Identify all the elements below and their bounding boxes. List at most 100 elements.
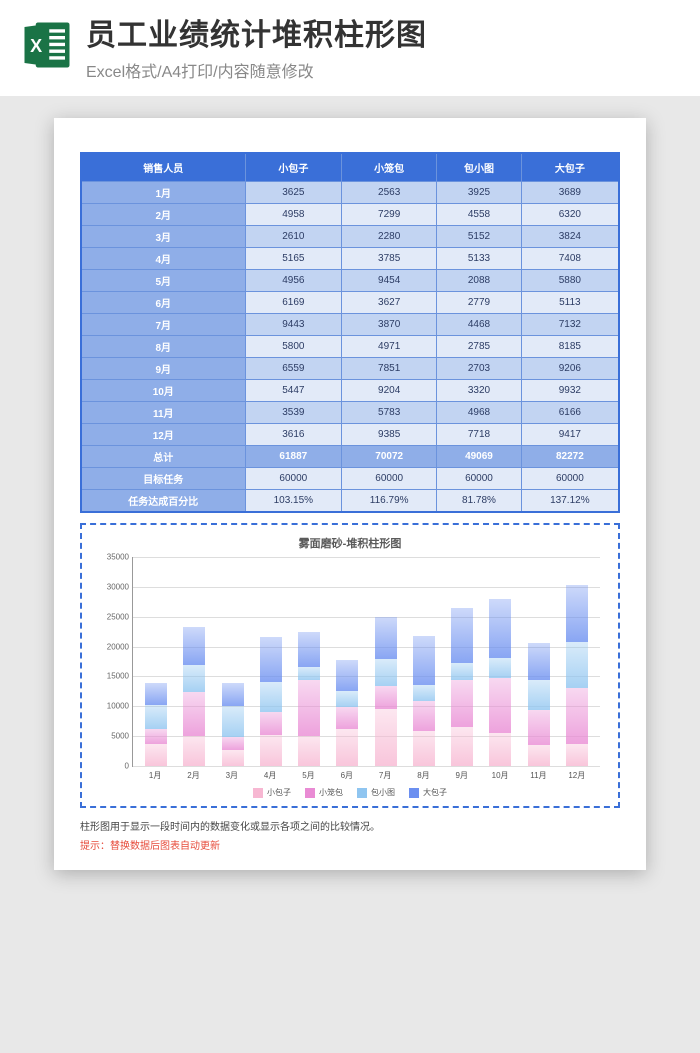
table-cell: 3785 (342, 248, 437, 270)
table-cell: 5165 (245, 248, 342, 270)
chart-ytick: 20000 (99, 642, 129, 651)
table-cell: 9454 (342, 270, 437, 292)
row-label: 任务达成百分比 (81, 490, 245, 513)
chart-bar (566, 585, 588, 766)
table-cell: 7851 (342, 358, 437, 380)
row-label: 11月 (81, 402, 245, 424)
chart-ytick: 0 (99, 762, 129, 771)
table-cell: 82272 (521, 446, 619, 468)
legend-label: 小笼包 (319, 787, 343, 798)
table-cell: 3689 (521, 182, 619, 204)
chart-xtick: 8月 (412, 770, 434, 781)
table-row: 8月5800497127858185 (81, 336, 619, 358)
table-cell: 9932 (521, 380, 619, 402)
chart-xtick: 1月 (144, 770, 166, 781)
chart-xtick: 9月 (451, 770, 473, 781)
chart-xtick: 10月 (489, 770, 511, 781)
table-header: 小笼包 (342, 153, 437, 182)
table-cell: 7299 (342, 204, 437, 226)
table-cell: 9443 (245, 314, 342, 336)
row-label: 1月 (81, 182, 245, 204)
table-cell: 3539 (245, 402, 342, 424)
table-cell: 4968 (437, 402, 522, 424)
chart-bar (375, 617, 397, 766)
table-header: 小包子 (245, 153, 342, 182)
table-cell: 2779 (437, 292, 522, 314)
table-row: 2月4958729945586320 (81, 204, 619, 226)
svg-text:X: X (30, 36, 42, 56)
chart-container: 雾面磨砂-堆积柱形图 05000100001500020000250003000… (80, 523, 620, 808)
row-label: 7月 (81, 314, 245, 336)
row-label: 5月 (81, 270, 245, 292)
chart-legend: 小包子 小笼包 包小图 大包子 (100, 787, 600, 798)
chart-xtick: 12月 (566, 770, 588, 781)
table-cell: 5800 (245, 336, 342, 358)
legend-swatch (409, 788, 419, 798)
chart-xtick: 5月 (297, 770, 319, 781)
table-cell: 4971 (342, 336, 437, 358)
table-row: 总计61887700724906982272 (81, 446, 619, 468)
page-title: 员工业绩统计堆积柱形图 (86, 18, 680, 54)
table-cell: 3627 (342, 292, 437, 314)
chart-ytick: 30000 (99, 582, 129, 591)
legend-label: 小包子 (267, 787, 291, 798)
chart-bar (336, 660, 358, 766)
row-label: 10月 (81, 380, 245, 402)
chart-bar (260, 637, 282, 766)
page-subtitle: Excel格式/A4打印/内容随意修改 (86, 58, 680, 82)
table-row: 7月9443387044687132 (81, 314, 619, 336)
table-row: 9月6559785127039206 (81, 358, 619, 380)
chart-ytick: 5000 (99, 732, 129, 741)
template-header: X 员工业绩统计堆积柱形图 Excel格式/A4打印/内容随意修改 (0, 0, 700, 96)
chart-xtick: 4月 (259, 770, 281, 781)
chart-ytick: 25000 (99, 612, 129, 621)
legend-item: 大包子 (409, 787, 447, 798)
table-cell: 60000 (342, 468, 437, 490)
row-label: 4月 (81, 248, 245, 270)
row-label: 12月 (81, 424, 245, 446)
chart-plot: 05000100001500020000250003000035000 (132, 557, 600, 767)
table-cell: 103.15% (245, 490, 342, 513)
legend-item: 小笼包 (305, 787, 343, 798)
table-row: 11月3539578349686166 (81, 402, 619, 424)
table-cell: 61887 (245, 446, 342, 468)
table-cell: 6169 (245, 292, 342, 314)
table-cell: 60000 (437, 468, 522, 490)
table-cell: 5880 (521, 270, 619, 292)
row-label: 2月 (81, 204, 245, 226)
table-cell: 3625 (245, 182, 342, 204)
chart-xaxis: 1月2月3月4月5月6月7月8月9月10月11月12月 (132, 767, 600, 781)
table-cell: 5447 (245, 380, 342, 402)
table-row: 3月2610228051523824 (81, 226, 619, 248)
table-cell: 4468 (437, 314, 522, 336)
table-cell: 9417 (521, 424, 619, 446)
table-cell: 5152 (437, 226, 522, 248)
legend-swatch (253, 788, 263, 798)
chart-ytick: 15000 (99, 672, 129, 681)
table-cell: 6166 (521, 402, 619, 424)
row-label: 目标任务 (81, 468, 245, 490)
table-row: 目标任务60000600006000060000 (81, 468, 619, 490)
table-header: 大包子 (521, 153, 619, 182)
table-cell: 4558 (437, 204, 522, 226)
chart-title: 雾面磨砂-堆积柱形图 (90, 535, 610, 551)
row-label: 9月 (81, 358, 245, 380)
table-row: 4月5165378551337408 (81, 248, 619, 270)
table-cell: 81.78% (437, 490, 522, 513)
chart-description: 柱形图用于显示一段时间内的数据变化或显示各项之间的比较情况。 (80, 818, 620, 833)
legend-swatch (305, 788, 315, 798)
table-row: 任务达成百分比103.15%116.79%81.78%137.12% (81, 490, 619, 513)
legend-label: 包小图 (371, 787, 395, 798)
table-row: 5月4956945420885880 (81, 270, 619, 292)
table-cell: 8185 (521, 336, 619, 358)
table-cell: 7718 (437, 424, 522, 446)
table-cell: 70072 (342, 446, 437, 468)
chart-xtick: 2月 (182, 770, 204, 781)
table-cell: 9385 (342, 424, 437, 446)
chart-ytick: 35000 (99, 553, 129, 562)
table-cell: 137.12% (521, 490, 619, 513)
chart-bar (145, 683, 167, 766)
table-cell: 2088 (437, 270, 522, 292)
chart-bar (413, 636, 435, 766)
table-cell: 2785 (437, 336, 522, 358)
